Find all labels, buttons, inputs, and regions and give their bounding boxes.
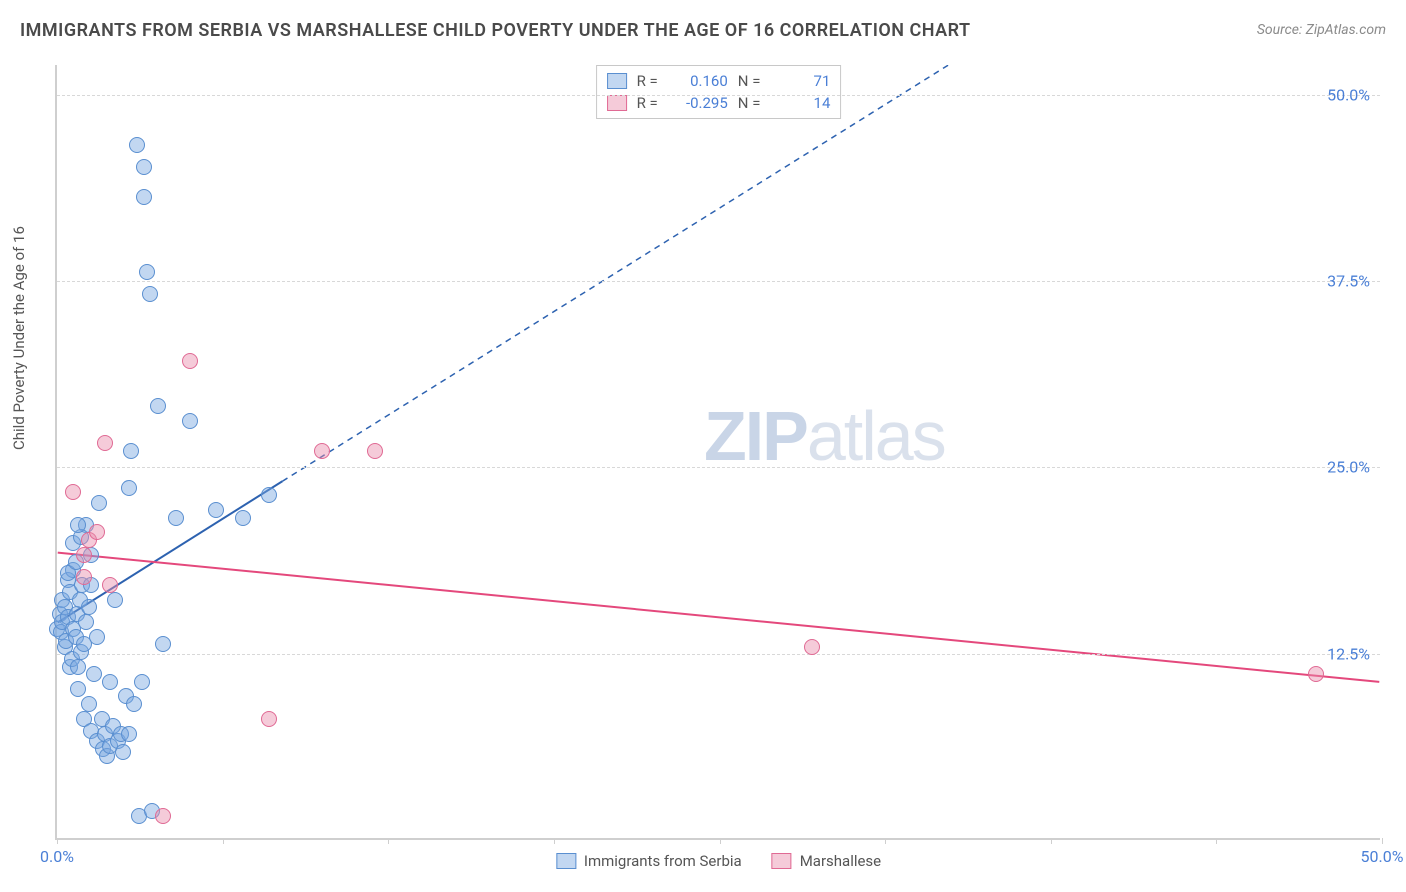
data-point (121, 480, 137, 496)
data-point (97, 435, 113, 451)
data-point (155, 636, 171, 652)
x-tick-mark (223, 838, 224, 844)
data-point (367, 443, 383, 459)
y-axis-label: Child Poverty Under the Age of 16 (10, 226, 28, 450)
data-point (235, 510, 251, 526)
swatch-blue-icon (556, 853, 576, 869)
data-point (78, 614, 94, 630)
watermark: ZIPatlas (704, 396, 945, 476)
gridline-h (57, 281, 1380, 282)
x-tick-mark (388, 838, 389, 844)
x-tick-mark (720, 838, 721, 844)
data-point (70, 659, 86, 675)
data-point (76, 547, 92, 563)
x-tick-mark (554, 838, 555, 844)
data-point (89, 524, 105, 540)
data-point (126, 696, 142, 712)
source-label: Source: ZipAtlas.com (1257, 22, 1386, 38)
r-value-marshallese: -0.295 (668, 94, 728, 112)
data-point (261, 711, 277, 727)
data-point (70, 517, 86, 533)
data-point (804, 639, 820, 655)
n-value-marshallese: 14 (770, 94, 830, 112)
y-tick-label: 25.0% (1327, 458, 1370, 477)
watermark-rest: atlas (807, 397, 945, 475)
data-point (65, 484, 81, 500)
swatch-pink-icon (607, 95, 627, 111)
r-label: R = (637, 94, 658, 112)
n-label: N = (738, 94, 761, 112)
swatch-blue-icon (607, 73, 627, 89)
data-point (182, 413, 198, 429)
swatch-pink-icon (772, 853, 792, 869)
data-point (91, 495, 107, 511)
legend-row-serbia: R = 0.160 N = 71 (607, 70, 831, 92)
legend-correlation: R = 0.160 N = 71 R = -0.295 N = 14 (596, 65, 842, 119)
legend-item-serbia: Immigrants from Serbia (556, 852, 742, 870)
legend-series: Immigrants from Serbia Marshallese (556, 852, 881, 870)
data-point (182, 353, 198, 369)
data-point (81, 696, 97, 712)
x-tick-mark (1382, 838, 1383, 844)
data-point (102, 674, 118, 690)
gridline-h (57, 95, 1380, 96)
data-point (314, 443, 330, 459)
gridline-h (57, 654, 1380, 655)
data-point (89, 629, 105, 645)
data-point (1308, 666, 1324, 682)
gridline-h (57, 467, 1380, 468)
x-tick-mark (1051, 838, 1052, 844)
data-point (139, 264, 155, 280)
data-point (107, 592, 123, 608)
r-label: R = (637, 72, 658, 90)
y-tick-label: 50.0% (1327, 85, 1370, 104)
data-point (102, 577, 118, 593)
data-point (115, 744, 131, 760)
chart-title: IMMIGRANTS FROM SERBIA VS MARSHALLESE CH… (20, 20, 971, 41)
data-point (129, 137, 145, 153)
x-tick-label: 0.0% (40, 847, 74, 866)
data-point (208, 502, 224, 518)
x-tick-label: 50.0% (1361, 847, 1404, 866)
r-value-serbia: 0.160 (668, 72, 728, 90)
data-point (81, 599, 97, 615)
data-point (155, 808, 171, 824)
data-point (123, 443, 139, 459)
data-point (121, 726, 137, 742)
data-point (86, 666, 102, 682)
x-tick-mark (885, 838, 886, 844)
legend-item-marshallese: Marshallese (772, 852, 881, 870)
x-tick-mark (1216, 838, 1217, 844)
data-point (76, 569, 92, 585)
data-point (168, 510, 184, 526)
legend-label-marshallese: Marshallese (800, 852, 881, 870)
data-point (142, 286, 158, 302)
data-point (70, 681, 86, 697)
y-tick-label: 12.5% (1327, 644, 1370, 663)
data-point (150, 398, 166, 414)
data-point (261, 487, 277, 503)
data-point (136, 159, 152, 175)
legend-label-serbia: Immigrants from Serbia (584, 852, 742, 870)
data-point (136, 189, 152, 205)
watermark-bold: ZIP (704, 397, 807, 475)
n-label: N = (738, 72, 761, 90)
n-value-serbia: 71 (770, 72, 830, 90)
data-point (134, 674, 150, 690)
x-tick-mark (57, 838, 58, 844)
y-tick-label: 37.5% (1327, 272, 1370, 291)
trend-lines-svg (57, 65, 1380, 838)
plot-area: ZIPatlas R = 0.160 N = 71 R = -0.295 N =… (55, 65, 1380, 840)
